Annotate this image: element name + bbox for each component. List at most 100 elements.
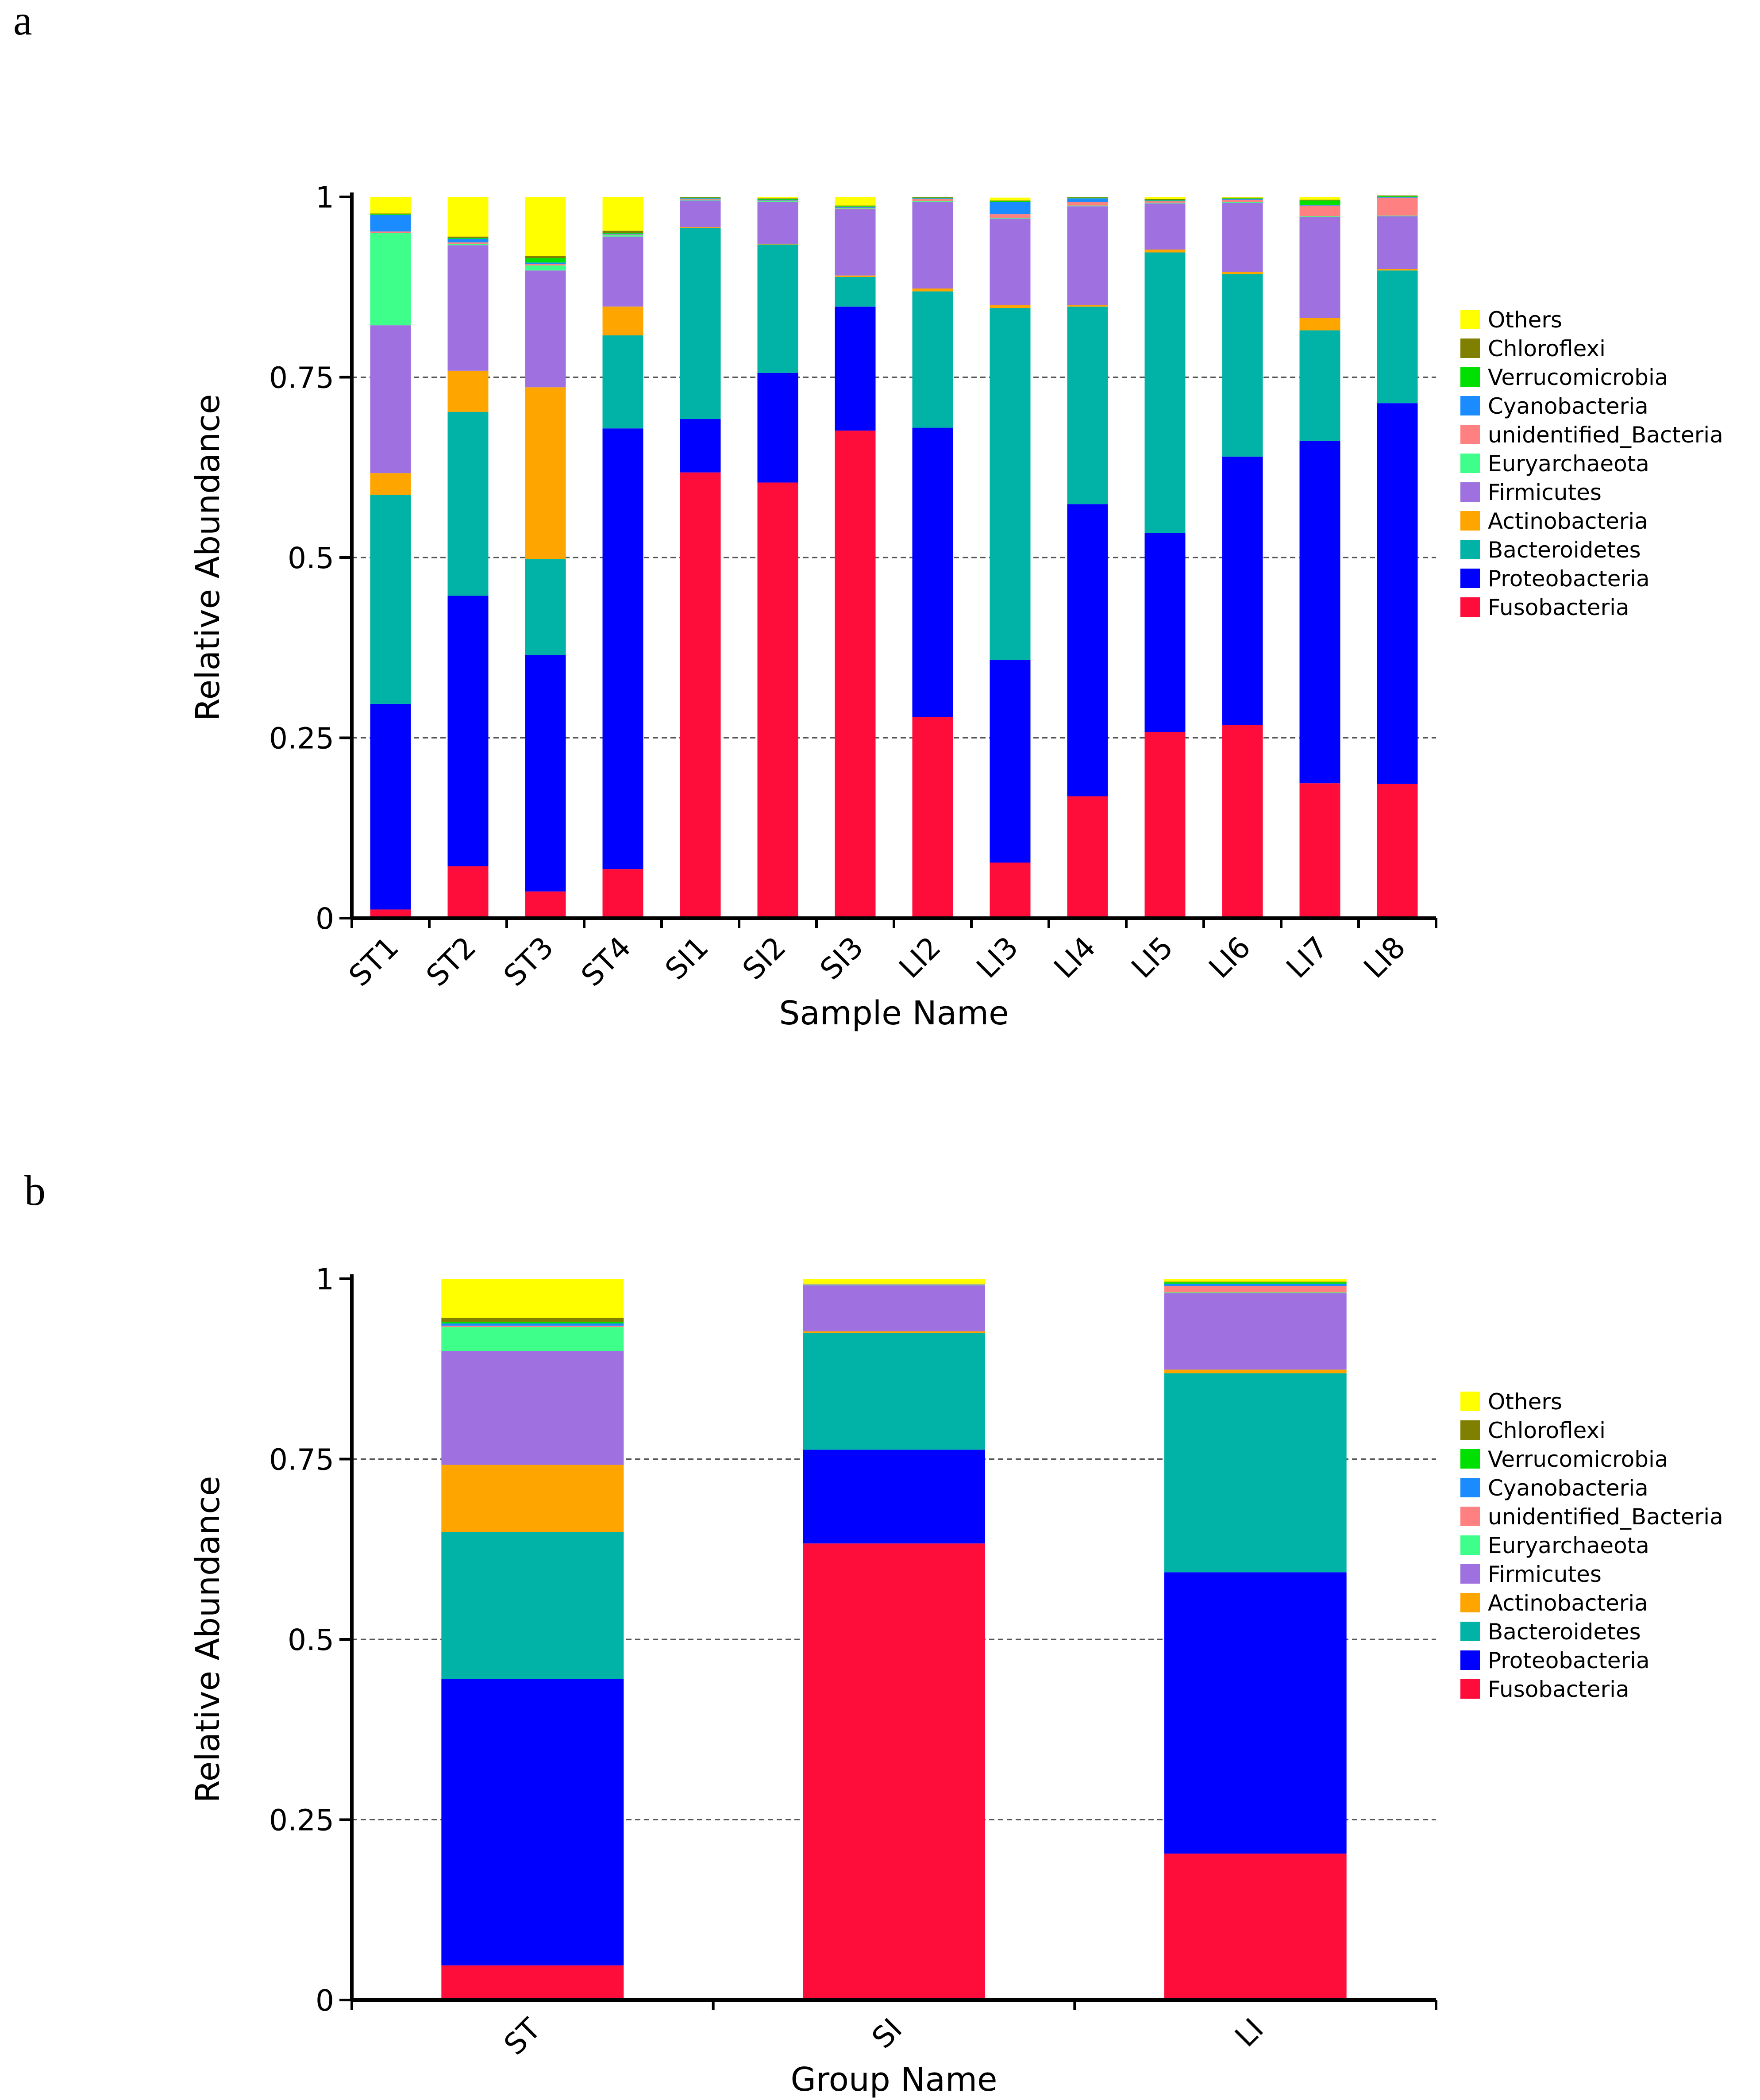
bar-segment-cyanobacteria — [1377, 197, 1418, 198]
bar-segment-cyanobacteria — [1222, 199, 1263, 200]
y-tick-label: 0 — [316, 902, 334, 936]
bar-segment-cyanobacteria — [680, 198, 721, 199]
bar-segment-fusobacteria — [1377, 784, 1418, 918]
legend-swatch — [1460, 1478, 1480, 1497]
bar-segment-unidentified-bacteria — [757, 200, 798, 201]
bar-segment-verrucomicrobia — [680, 197, 721, 199]
bar-segment-euryarchaeota — [990, 218, 1031, 219]
bar-segment-verrucomicrobia — [835, 206, 876, 207]
legend-swatch — [1460, 1622, 1480, 1641]
x-tick-label: LI6 — [1202, 930, 1257, 985]
bar-segment-others — [990, 197, 1031, 201]
bar-segment-proteobacteria — [370, 704, 411, 910]
bar-segment-proteobacteria — [1164, 1572, 1347, 1854]
bar-segment-actinobacteria — [1067, 305, 1108, 307]
bar-segment-chloroflexi — [441, 1318, 624, 1322]
bar-segment-euryarchaeota — [441, 1327, 624, 1351]
legend-label: Verrucomicrobia — [1488, 365, 1668, 390]
bar-segment-fusobacteria — [1144, 732, 1186, 918]
bar-segment-fusobacteria — [370, 909, 411, 918]
bar-segment-fusobacteria — [525, 891, 566, 918]
legend-swatch — [1460, 597, 1480, 617]
y-tick-label: 1 — [316, 1262, 334, 1296]
bar-segment-bacteroidetes — [447, 412, 489, 596]
bar-segment-fusobacteria — [1164, 1854, 1347, 2000]
bar-segment-euryarchaeota — [835, 208, 876, 209]
bar-segment-chloroflexi — [447, 236, 489, 238]
bar-segment-firmicutes — [1377, 216, 1418, 269]
x-axis-title: Group Name — [790, 2061, 997, 2099]
bar-segment-unidentified-bacteria — [1222, 200, 1263, 202]
bar-segment-firmicutes — [1299, 217, 1340, 318]
legend-label: Firmicutes — [1488, 480, 1602, 505]
bar-segment-verrucomicrobia — [912, 197, 953, 199]
bar-segment-unidentified-bacteria — [990, 214, 1031, 218]
bar-segment-bacteroidetes — [757, 244, 798, 373]
bar-segment-chloroflexi — [1164, 1281, 1347, 1283]
bar-segment-cyanobacteria — [835, 207, 876, 208]
y-tick-label: 0.25 — [269, 722, 334, 756]
legend-label: Bacteroidetes — [1488, 537, 1641, 563]
y-tick-label: 0 — [316, 1984, 334, 2018]
bar-segment-proteobacteria — [1222, 456, 1263, 725]
bar-segment-actinobacteria — [1164, 1369, 1347, 1373]
bar-segment-actinobacteria — [803, 1331, 985, 1333]
bar-segment-euryarchaeota — [1222, 202, 1263, 203]
bar-segment-proteobacteria — [1299, 440, 1340, 784]
legend-label: Chloroflexi — [1488, 1418, 1606, 1443]
x-tick-label: ST1 — [343, 930, 405, 993]
x-tick-label: SI1 — [659, 930, 715, 987]
legend-label: Firmicutes — [1488, 1562, 1602, 1587]
bar-segment-verrucomicrobia — [370, 214, 411, 215]
bar-segment-euryarchaeota — [447, 243, 489, 246]
y-tick-label: 0.5 — [288, 541, 334, 575]
bar-segment-verrucomicrobia — [990, 201, 1031, 202]
y-tick-label: 0.75 — [269, 361, 334, 395]
bar-segment-actinobacteria — [1222, 272, 1263, 274]
bar-segment-cyanobacteria — [441, 1323, 624, 1326]
bar-segment-fusobacteria — [1299, 783, 1340, 918]
legend-label: Others — [1488, 307, 1562, 333]
legend-swatch — [1460, 1535, 1480, 1555]
legend-swatch — [1460, 425, 1480, 444]
bar-segment-bacteroidetes — [680, 228, 721, 419]
x-tick-label: LI4 — [1048, 930, 1102, 985]
legend-label: Bacteroidetes — [1488, 1619, 1641, 1645]
bar-segment-cyanobacteria — [447, 238, 489, 242]
bar-segment-proteobacteria — [803, 1450, 985, 1544]
bar-segment-bacteroidetes — [1222, 274, 1263, 457]
bar-segment-proteobacteria — [680, 419, 721, 473]
legend-swatch — [1460, 1420, 1480, 1440]
bar-segment-bacteroidetes — [835, 277, 876, 307]
panel-label-a: a — [13, 0, 32, 44]
bar-segment-cyanobacteria — [990, 202, 1031, 215]
y-tick-label: 0.5 — [288, 1623, 334, 1657]
bar-segment-unidentified-bacteria — [447, 242, 489, 244]
bar-segment-verrucomicrobia — [441, 1322, 624, 1324]
bar-segment-actinobacteria — [1299, 318, 1340, 331]
bar-segment-verrucomicrobia — [525, 258, 566, 263]
x-tick-label: ST3 — [497, 930, 560, 993]
legend-label: Proteobacteria — [1488, 566, 1650, 592]
bar-segment-actinobacteria — [912, 288, 953, 292]
x-tick-label: ST — [497, 2012, 547, 2062]
bar-segment-firmicutes — [370, 325, 411, 473]
bar-segment-firmicutes — [441, 1351, 624, 1465]
bar-segment-unidentified-bacteria — [680, 199, 721, 200]
bar-segment-others — [370, 197, 411, 214]
bar-segment-verrucomicrobia — [757, 199, 798, 200]
bar-segment-verrucomicrobia — [1299, 200, 1340, 205]
bar-segment-bacteroidetes — [1164, 1373, 1347, 1573]
bar-segment-fusobacteria — [835, 431, 876, 918]
x-tick-label: SI2 — [736, 930, 793, 987]
bar-segment-others — [835, 197, 876, 206]
bar-segment-unidentified-bacteria — [441, 1325, 624, 1327]
bar-segment-firmicutes — [680, 200, 721, 227]
bar-segment-bacteroidetes — [370, 495, 411, 704]
bar-segment-verrucomicrobia — [447, 238, 489, 239]
bar-segment-proteobacteria — [447, 596, 489, 866]
bar-segment-chloroflexi — [835, 205, 876, 207]
bar-segment-others — [602, 197, 643, 231]
legend-label: Euryarchaeota — [1488, 1533, 1649, 1558]
x-tick-label: ST4 — [575, 930, 638, 993]
